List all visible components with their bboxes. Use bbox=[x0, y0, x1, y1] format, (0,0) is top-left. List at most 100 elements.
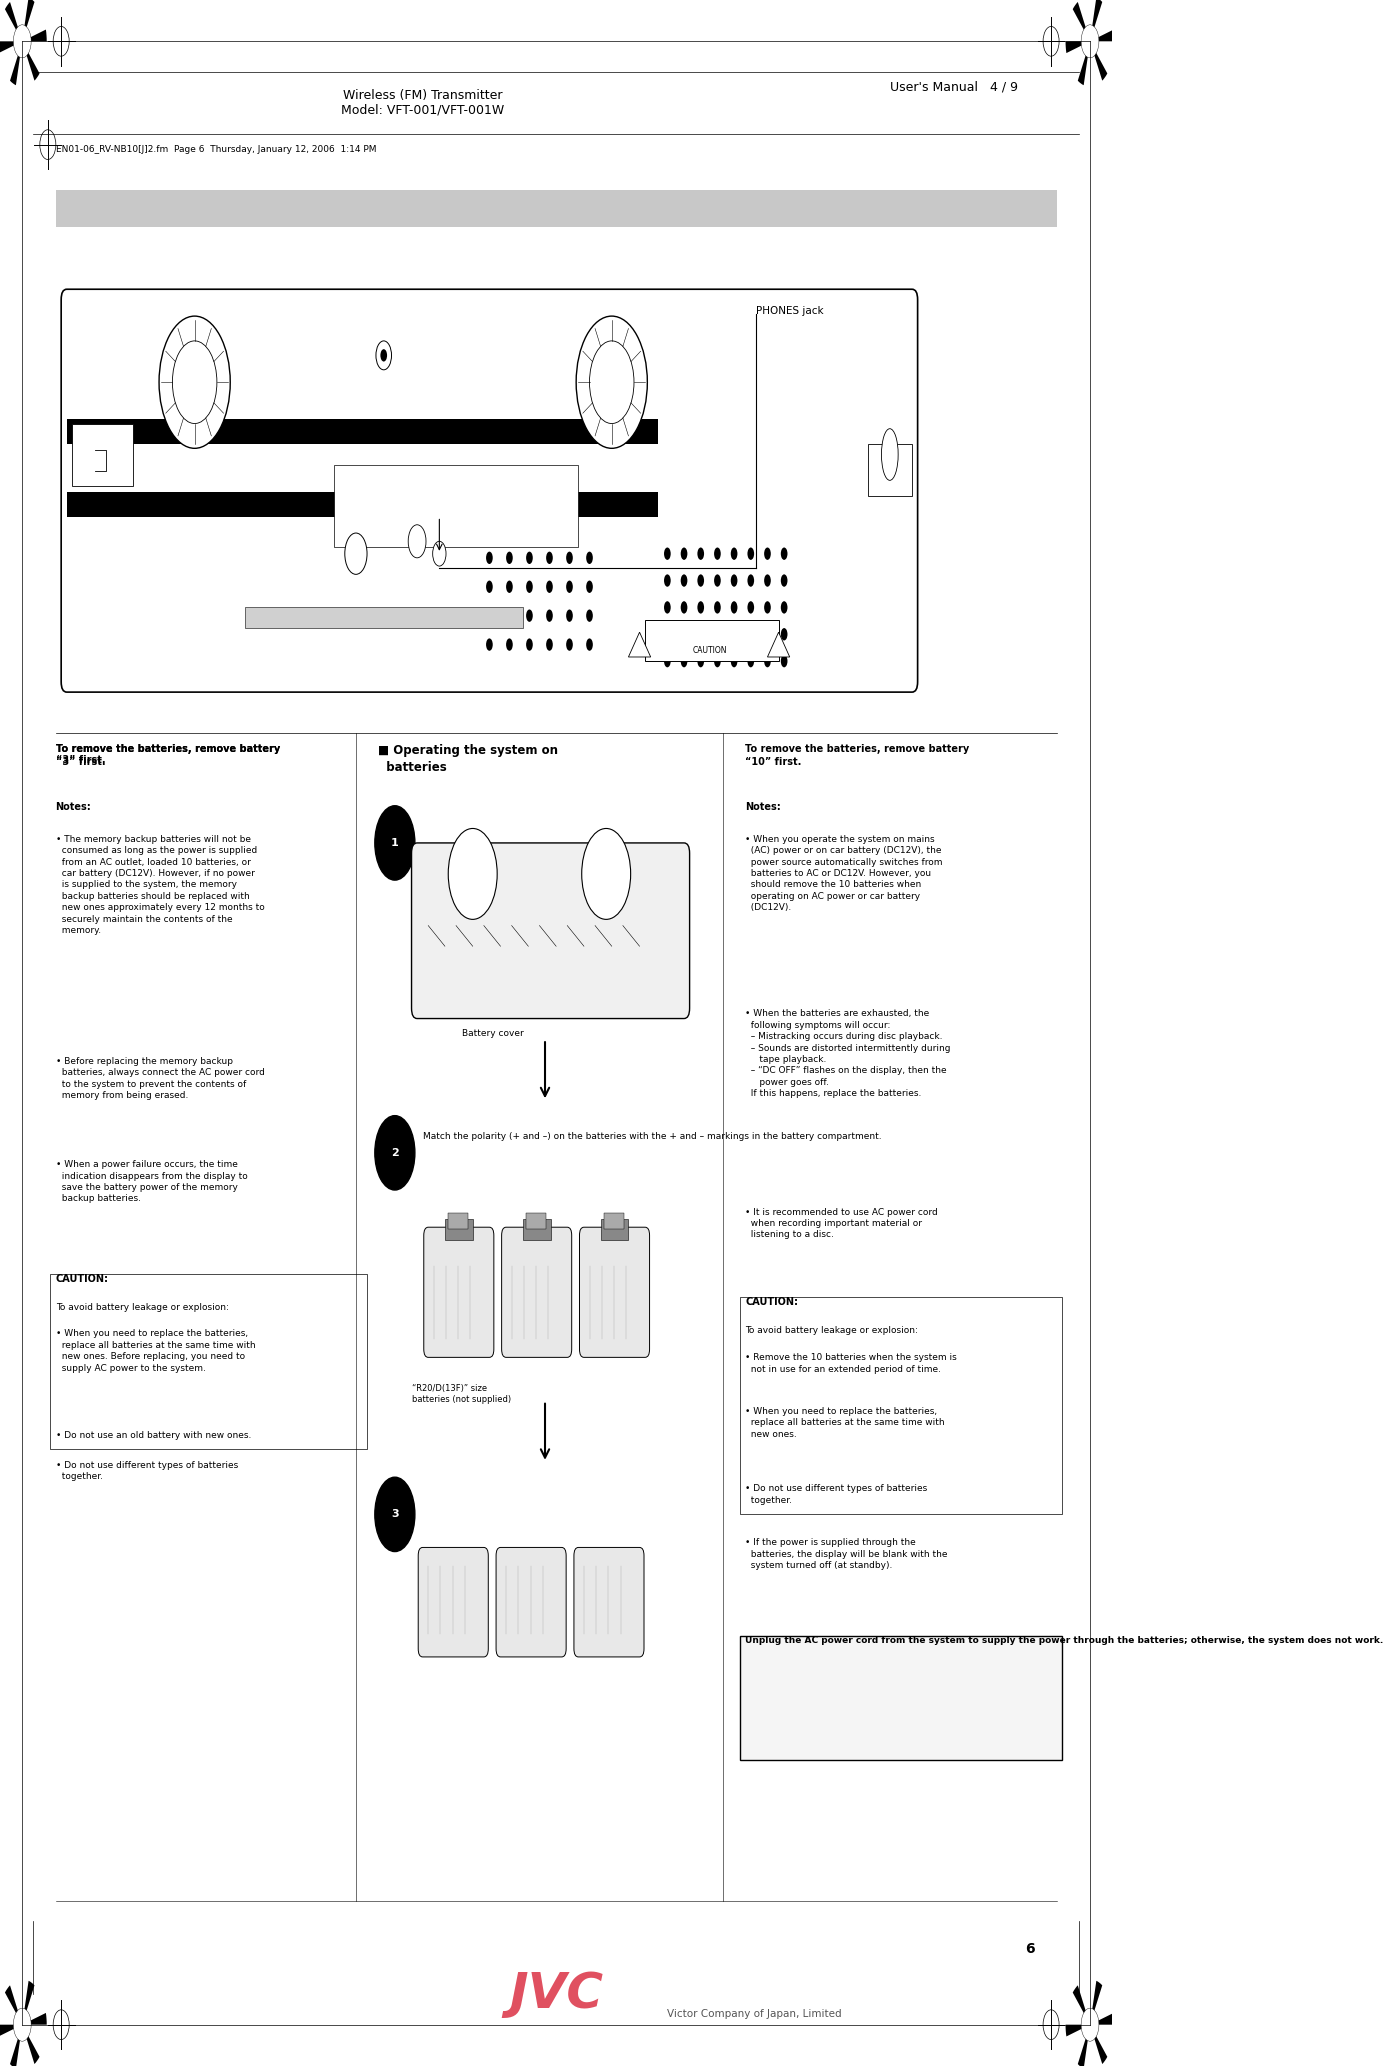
Circle shape bbox=[487, 638, 492, 651]
Bar bbox=[867, 444, 912, 496]
Text: • When you operate the system on mains
  (AC) power or on car battery (DC12V), t: • When you operate the system on mains (… bbox=[746, 835, 942, 913]
Text: “R20/D(13F)” size
batteries (not supplied): “R20/D(13F)” size batteries (not supplie… bbox=[411, 1384, 510, 1405]
Wedge shape bbox=[1073, 1985, 1090, 2025]
FancyBboxPatch shape bbox=[574, 1547, 644, 1657]
Wedge shape bbox=[1090, 2025, 1096, 2066]
Circle shape bbox=[664, 601, 671, 614]
Circle shape bbox=[680, 547, 687, 560]
Circle shape bbox=[590, 341, 634, 424]
Text: • Do not use an old battery with new ones.: • Do not use an old battery with new one… bbox=[56, 1432, 251, 1440]
Circle shape bbox=[730, 547, 737, 560]
FancyBboxPatch shape bbox=[496, 1547, 566, 1657]
Wedge shape bbox=[22, 2025, 39, 2064]
Text: Match the polarity (+ and –) on the batteries with the + and – markings in the b: Match the polarity (+ and –) on the batt… bbox=[422, 1132, 881, 1140]
Text: JVC: JVC bbox=[509, 1969, 604, 2018]
Circle shape bbox=[487, 609, 492, 622]
Wedge shape bbox=[1, 41, 22, 74]
Circle shape bbox=[730, 601, 737, 614]
Text: Victor Company of Japan, Limited: Victor Company of Japan, Limited bbox=[668, 2010, 842, 2018]
Bar bbox=[523, 1219, 551, 1240]
Text: CAUTION:: CAUTION: bbox=[746, 1297, 799, 1308]
Circle shape bbox=[697, 655, 704, 667]
Wedge shape bbox=[1065, 2025, 1090, 2037]
Circle shape bbox=[664, 628, 671, 640]
Circle shape bbox=[680, 601, 687, 614]
Bar bbox=[67, 419, 658, 444]
Wedge shape bbox=[22, 1981, 35, 2025]
Circle shape bbox=[697, 628, 704, 640]
Circle shape bbox=[680, 628, 687, 640]
Circle shape bbox=[664, 574, 671, 587]
Circle shape bbox=[747, 628, 754, 640]
Bar bbox=[56, 190, 1057, 227]
Text: ■ Operating the system on
  batteries: ■ Operating the system on batteries bbox=[378, 744, 558, 775]
Circle shape bbox=[376, 341, 392, 370]
Wedge shape bbox=[0, 41, 22, 54]
Wedge shape bbox=[1073, 2, 1090, 41]
Text: To remove the batteries, remove battery
“10” first.: To remove the batteries, remove battery … bbox=[746, 744, 969, 766]
Circle shape bbox=[173, 341, 217, 424]
Wedge shape bbox=[1090, 0, 1103, 41]
Text: Wireless (FM) Transmitter
Model: VFT-001/VFT-001W: Wireless (FM) Transmitter Model: VFT-001… bbox=[342, 89, 505, 118]
Circle shape bbox=[585, 552, 592, 564]
Circle shape bbox=[664, 547, 671, 560]
Wedge shape bbox=[22, 2025, 46, 2047]
Bar bbox=[604, 1213, 625, 1229]
Circle shape bbox=[375, 1116, 415, 1190]
Circle shape bbox=[526, 581, 533, 593]
Text: • When you need to replace the batteries,
  replace all batteries at the same ti: • When you need to replace the batteries… bbox=[56, 1331, 255, 1372]
Circle shape bbox=[159, 316, 230, 448]
Circle shape bbox=[764, 601, 771, 614]
Circle shape bbox=[546, 552, 553, 564]
Text: Notes:: Notes: bbox=[746, 802, 781, 812]
Circle shape bbox=[381, 349, 388, 362]
Wedge shape bbox=[22, 8, 43, 41]
Circle shape bbox=[566, 552, 573, 564]
Circle shape bbox=[680, 574, 687, 587]
Circle shape bbox=[506, 581, 513, 593]
Wedge shape bbox=[0, 2025, 22, 2037]
Circle shape bbox=[585, 638, 592, 651]
Circle shape bbox=[697, 574, 704, 587]
Bar bbox=[601, 1219, 629, 1240]
Circle shape bbox=[375, 806, 415, 880]
Bar bbox=[72, 424, 134, 486]
FancyBboxPatch shape bbox=[411, 843, 690, 1019]
Text: Battery cover: Battery cover bbox=[461, 1029, 523, 1037]
Circle shape bbox=[408, 525, 427, 558]
Text: • Remove the 10 batteries when the system is
  not in use for an extended period: • Remove the 10 batteries when the syste… bbox=[746, 1353, 956, 1374]
Wedge shape bbox=[1069, 2025, 1090, 2058]
Wedge shape bbox=[15, 1979, 22, 2025]
Wedge shape bbox=[1090, 1981, 1103, 2025]
Wedge shape bbox=[1, 2025, 22, 2058]
Text: 2: 2 bbox=[390, 1149, 399, 1157]
Wedge shape bbox=[1090, 41, 1096, 87]
Circle shape bbox=[546, 609, 553, 622]
FancyBboxPatch shape bbox=[61, 289, 917, 692]
Text: • The memory backup batteries will not be
  consumed as long as the power is sup: • The memory backup batteries will not b… bbox=[56, 835, 265, 936]
Bar bbox=[445, 1219, 473, 1240]
Circle shape bbox=[730, 655, 737, 667]
Text: PHONES jack: PHONES jack bbox=[757, 306, 824, 316]
Wedge shape bbox=[1090, 8, 1111, 41]
Text: To remove the batteries, remove battery
“3” first.: To remove the batteries, remove battery … bbox=[56, 744, 280, 764]
Wedge shape bbox=[1090, 1992, 1111, 2025]
Wedge shape bbox=[1090, 29, 1114, 41]
Bar bbox=[333, 465, 579, 547]
Circle shape bbox=[747, 655, 754, 667]
Bar bbox=[740, 1297, 1062, 1514]
Wedge shape bbox=[6, 2, 22, 41]
Wedge shape bbox=[22, 41, 46, 64]
FancyBboxPatch shape bbox=[580, 1227, 650, 1357]
Circle shape bbox=[566, 609, 573, 622]
Circle shape bbox=[566, 638, 573, 651]
Circle shape bbox=[781, 655, 788, 667]
Wedge shape bbox=[22, 29, 47, 41]
Text: • It is recommended to use AC power cord
  when recording important material or
: • It is recommended to use AC power cord… bbox=[746, 1207, 938, 1240]
Text: Notes:: Notes: bbox=[56, 802, 92, 812]
Circle shape bbox=[487, 552, 492, 564]
Text: CAUTION:: CAUTION: bbox=[56, 1275, 109, 1283]
Circle shape bbox=[730, 628, 737, 640]
Text: To remove the batteries, remove battery
“3” first.: To remove the batteries, remove battery … bbox=[56, 744, 280, 766]
Text: To avoid battery leakage or explosion:: To avoid battery leakage or explosion: bbox=[56, 1304, 229, 1312]
